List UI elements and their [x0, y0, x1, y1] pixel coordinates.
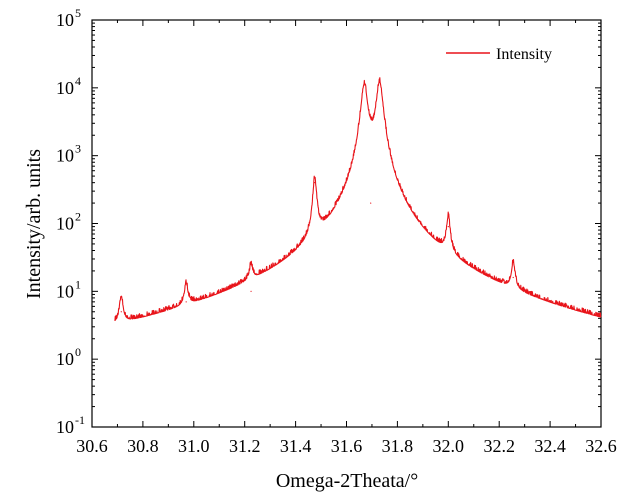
- x-tick-label: 32.4: [534, 436, 566, 456]
- peak-point: [185, 301, 187, 303]
- peak-point: [447, 226, 449, 228]
- y-axis-label: Intensity/arb. units: [23, 149, 45, 299]
- x-tick-label: 31.8: [382, 436, 414, 456]
- x-tick-label: 30.8: [127, 436, 159, 456]
- x-tick-label: 32.2: [483, 436, 515, 456]
- legend: Intensity: [446, 46, 552, 63]
- x-tick-label: 31.6: [331, 436, 363, 456]
- x-tick-label: 32.0: [433, 436, 465, 456]
- y-tick-exponent: 0: [75, 345, 81, 359]
- y-tick-exponent: 4: [75, 74, 81, 88]
- y-tick-exponent: -1: [75, 413, 85, 427]
- peak-point: [120, 311, 122, 313]
- y-tick-label: 10: [56, 281, 74, 301]
- ticks-layer: [91, 19, 602, 428]
- peak-point: [370, 202, 372, 204]
- x-tick-label: 31.2: [229, 436, 261, 456]
- y-tick-exponent: 3: [75, 142, 81, 156]
- y-tick-label: 10: [56, 417, 74, 437]
- series-line-intensity: [114, 77, 602, 321]
- y-tick-label: 10: [56, 78, 74, 98]
- x-axis-label: Omega-2Theata/°: [276, 470, 418, 492]
- y-tick-label: 10: [56, 10, 74, 30]
- peak-point: [250, 290, 252, 292]
- x-tick-label: 31.4: [280, 436, 312, 456]
- peak-point: [378, 81, 381, 84]
- y-tick-exponent: 1: [75, 277, 81, 291]
- y-tick-exponent: 2: [75, 210, 81, 224]
- y-tick-label: 10: [56, 146, 74, 166]
- y-tick-label: 10: [56, 349, 74, 369]
- x-tick-label: 31.0: [178, 436, 210, 456]
- peak-point: [512, 276, 514, 279]
- x-tick-labels: 30.6 30.8 31.0 31.2 31.4 31.6 31.8 32.0 32.2 32.4…: [76, 436, 617, 456]
- plot-area: [91, 19, 602, 428]
- y-tick-exponent: 5: [75, 6, 81, 20]
- y-tick-label: 10: [56, 214, 74, 234]
- x-tick-label: 32.6: [585, 436, 617, 456]
- series-layer: [114, 77, 602, 321]
- peak-point: [314, 182, 316, 184]
- x-tick-label: 30.6: [76, 436, 108, 456]
- legend-label-intensity: Intensity: [496, 46, 552, 63]
- peak-point: [363, 84, 365, 86]
